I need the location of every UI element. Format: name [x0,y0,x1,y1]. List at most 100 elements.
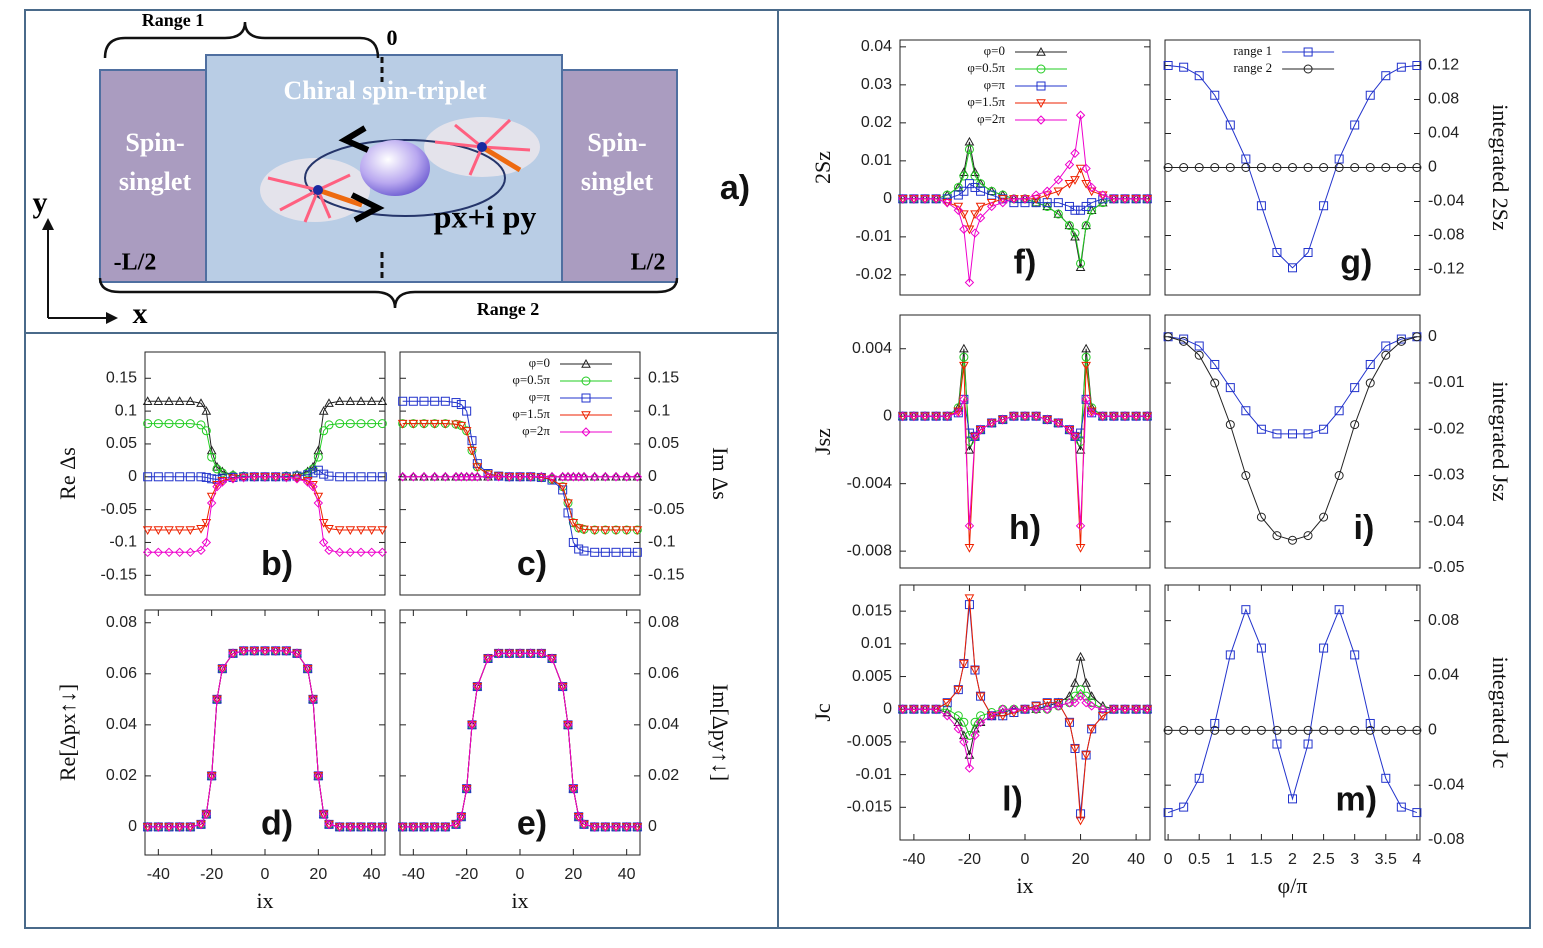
marker [249,646,260,656]
marker [1256,424,1266,434]
marker [970,171,980,181]
marker [970,210,980,220]
marker [1042,698,1053,708]
marker [483,653,493,664]
marker [335,472,345,482]
marker [1086,408,1097,418]
marker [196,420,206,430]
marker [318,537,329,548]
marker [1256,512,1266,522]
marker [1179,62,1189,72]
y-tick-label: -0.08 [1428,831,1465,848]
marker [397,472,408,482]
end-label: -L/2 [114,250,157,276]
marker [1350,120,1360,130]
marker [1109,194,1119,204]
marker [547,472,557,482]
marker [920,704,930,714]
marker [345,419,355,429]
range-label: Range 1 [142,10,205,30]
plot-frame [899,39,1151,296]
x-tick-label: 0.5 [1188,851,1210,868]
marker [611,547,621,557]
legend-label: φ=2π [522,423,550,438]
y-tick-label: 0 [1428,722,1437,739]
legend-marker [1036,115,1046,125]
marker [942,411,952,421]
marker [1070,744,1080,754]
marker [1412,61,1422,70]
marker [1109,704,1119,714]
marker [942,704,952,714]
marker [429,822,440,832]
marker [1075,444,1086,454]
marker [472,681,483,692]
marker [975,425,986,435]
marker [308,468,318,478]
marker [547,475,557,485]
marker [319,469,329,479]
brace [98,277,679,309]
marker [1081,678,1091,687]
marker [1081,361,1091,371]
y-tick-label: 0.06 [106,665,137,682]
marker [1319,643,1329,653]
marker [345,526,356,536]
marker [440,419,451,429]
x-tick-label: 4 [1412,851,1421,868]
y-tick-label: 0 [1428,328,1437,345]
marker [964,544,975,553]
marker [1288,163,1297,172]
marker [1412,808,1422,818]
marker [1225,120,1235,130]
y-tick-label: 0.04 [1428,125,1459,142]
y-tick-label: 0.004 [852,340,892,357]
triplet-label: Chiral spin-triplet [284,76,487,105]
marker [217,468,227,478]
marker [366,526,377,536]
marker [953,202,964,212]
marker [185,822,196,832]
legend-marker [1303,64,1313,74]
marker [356,419,366,429]
marker [408,419,419,429]
y-axis-label: 2Sz [810,151,835,184]
x-tick-label: 20 [309,866,327,883]
chart: -0.15 -0.1 -0.05 0 0.05 0.1 0.15 φ=0 φ=0.5π φ=π φ=… [397,351,733,596]
marker [1412,332,1422,342]
marker [959,394,969,405]
panel-label: d) [261,805,293,843]
marker [964,730,974,740]
marker [1365,378,1375,388]
y-axis-label: Im[Δpy↑↓] [708,684,733,781]
marker [456,813,467,822]
panel-label: a) [720,169,750,207]
marker [975,692,986,702]
axis-label: y [33,186,48,219]
marker [1381,163,1391,172]
chevron [338,125,370,153]
legend-label: range 1 [1233,43,1272,58]
marker [1350,725,1360,735]
y-tick-label: -0.05 [1428,559,1465,576]
marker [898,194,908,204]
marker [1081,697,1091,708]
plot-frame [1164,584,1421,841]
marker [1412,725,1422,735]
marker [1303,248,1313,257]
marker [1210,359,1220,369]
marker [953,685,964,695]
marker [440,396,450,406]
marker [292,648,302,659]
marker [1210,90,1220,100]
marker [1031,702,1041,711]
marker [164,419,174,429]
marker [1031,411,1041,421]
marker [483,472,493,482]
marker [397,419,408,429]
marker [164,472,174,482]
marker [986,418,997,428]
marker [334,547,345,558]
marker [456,400,466,410]
marker [1210,718,1220,728]
